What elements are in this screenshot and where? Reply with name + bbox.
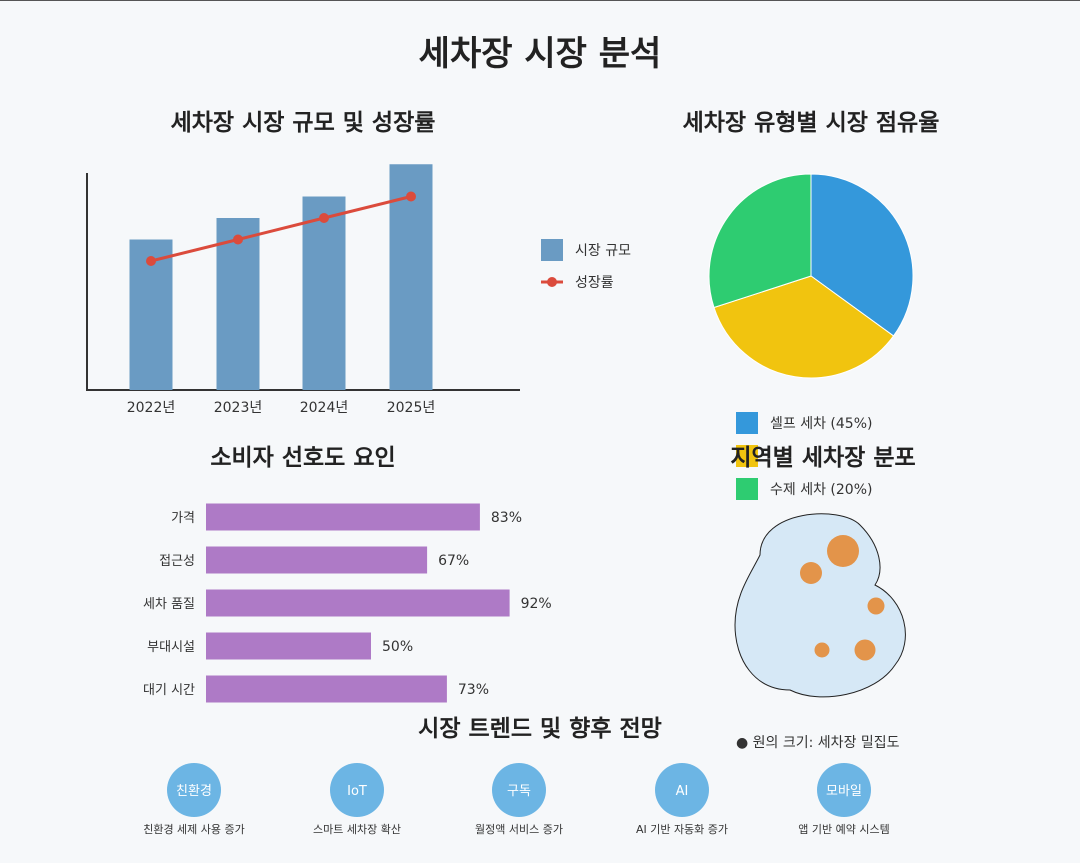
pref-value-3: 92% xyxy=(521,596,552,612)
trend-badge-label-mobile: 모바일 xyxy=(826,784,862,799)
prefs-chart: 소비자 선호도 요인 가격 83% 접근성 67% 세차 품질 92% 부대시설 50% 대기 … xyxy=(143,445,552,703)
pref-label-1: 가격 xyxy=(171,511,195,526)
region-bubble-2 xyxy=(800,562,822,584)
market-x-tick-2: 2023년 xyxy=(214,400,263,416)
pref-bar-2 xyxy=(206,546,428,574)
region-note: ● 원의 크기: 세차장 밀집도 xyxy=(736,735,900,751)
region-map: ● 원의 크기: 세차장 밀집도 xyxy=(734,513,906,751)
growth-point-4 xyxy=(406,191,416,202)
market-x-tick-3: 2024년 xyxy=(300,400,349,416)
legend-label-self-wash: 셀프 세차 (45%) xyxy=(770,416,872,432)
trend-item-ai: AI AI 기반 자동화 증가 xyxy=(636,763,728,836)
legend-label-hand-wash: 수제 세차 (20%) xyxy=(770,482,872,498)
legend-swatch-hand-wash xyxy=(736,478,758,500)
top-border xyxy=(0,0,1080,1)
trend-badge-label-ai: AI xyxy=(676,784,689,799)
growth-point-1 xyxy=(146,256,156,266)
trend-badge-iot xyxy=(330,763,384,817)
region-bubble-4 xyxy=(854,639,876,661)
pref-bar-1 xyxy=(206,503,480,531)
pref-value-2: 67% xyxy=(438,553,469,569)
trend-badge-ai xyxy=(655,763,709,817)
pie-slice-2 xyxy=(713,275,895,379)
market-x-tick-4: 2025년 xyxy=(387,400,436,416)
pref-bar-4 xyxy=(206,632,371,660)
trend-badge-label-eco: 친환경 xyxy=(176,784,212,799)
share-legend: 셀프 세차 (45%) 수제 세차 (20%) xyxy=(736,412,872,500)
pref-value-5: 73% xyxy=(458,682,489,698)
region-bubble-1 xyxy=(827,535,859,567)
growth-line xyxy=(150,195,412,263)
pref-bar-5 xyxy=(206,675,447,703)
market-bar-3 xyxy=(302,196,346,390)
legend-swatch-market-size xyxy=(541,239,563,261)
pref-label-5: 대기 시간 xyxy=(143,683,195,698)
legend-label-market-size: 시장 규모 xyxy=(575,243,631,259)
market-chart-title: 세차장 시장 규모 및 성장률 xyxy=(171,110,436,136)
growth-point-3 xyxy=(319,213,329,223)
trend-item-eco: 친환경 친환경 세제 사용 증가 xyxy=(143,763,245,836)
trend-badge-eco xyxy=(167,763,221,817)
trend-item-subscription: 구독 월정액 서비스 증가 xyxy=(475,763,563,836)
pref-label-2: 접근성 xyxy=(159,554,195,569)
trend-caption-subscription: 월정액 서비스 증가 xyxy=(475,823,563,836)
trend-caption-ai: AI 기반 자동화 증가 xyxy=(636,823,728,836)
pref-bar-3 xyxy=(206,589,510,617)
pref-value-1: 83% xyxy=(491,510,522,526)
page-title: 세차장 시장 분석 xyxy=(419,34,662,74)
legend-label-growth: 성장률 xyxy=(575,275,614,291)
legend-swatch-self-wash xyxy=(736,412,758,434)
market-bar-4 xyxy=(389,164,433,390)
pref-label-3: 세차 품질 xyxy=(143,597,195,612)
trend-caption-eco: 친환경 세제 사용 증가 xyxy=(143,823,245,836)
share-chart: 세차장 유형별 시장 점유율 xyxy=(683,110,940,379)
pie-slice-3 xyxy=(708,173,812,309)
pie-slice-1 xyxy=(810,173,914,337)
pref-value-4: 50% xyxy=(382,639,413,655)
region-bubble-3 xyxy=(867,597,885,615)
trend-badge-label-subscription: 구독 xyxy=(507,784,531,799)
trend-item-mobile: 모바일 앱 기반 예약 시스템 xyxy=(798,763,890,836)
share-chart-title: 세차장 유형별 시장 점유율 xyxy=(683,110,940,136)
prefs-chart-title: 소비자 선호도 요인 xyxy=(210,445,395,471)
legend-marker-growth xyxy=(547,277,557,287)
legend-swatch-auto-wash xyxy=(736,445,758,467)
trends-title: 시장 트렌드 및 향후 전망 xyxy=(418,716,662,742)
market-chart: 세차장 시장 규모 및 성장률 2022년 2023년 2024년 2025년 시장 … xyxy=(86,110,631,416)
trend-item-iot: IoT 스마트 세차장 확산 xyxy=(313,763,401,836)
trend-badge-label-iot: IoT xyxy=(347,784,367,799)
region-bubble-5 xyxy=(814,642,830,658)
region-map-title: 지역별 세차장 분포 xyxy=(730,445,915,471)
trend-badge-subscription xyxy=(492,763,546,817)
trend-badge-mobile xyxy=(817,763,871,817)
market-bar-2 xyxy=(216,218,260,390)
market-x-tick-1: 2022년 xyxy=(127,400,176,416)
trend-caption-mobile: 앱 기반 예약 시스템 xyxy=(798,822,889,836)
trend-caption-iot: 스마트 세차장 확산 xyxy=(313,823,401,836)
growth-point-2 xyxy=(233,234,243,245)
pref-label-4: 부대시설 xyxy=(147,640,195,655)
